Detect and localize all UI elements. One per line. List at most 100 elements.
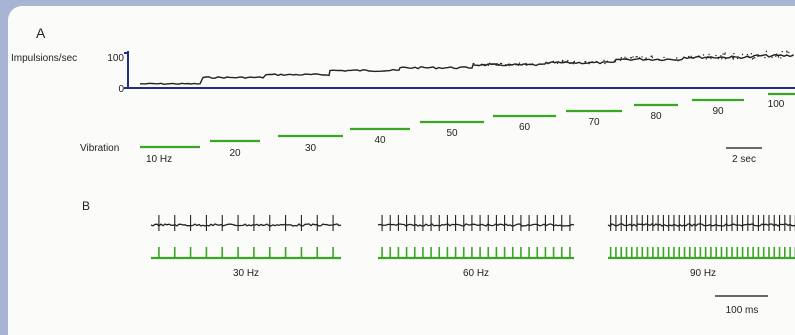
rate-dot (531, 63, 534, 65)
rate-dot (505, 64, 507, 66)
rate-dot (613, 60, 616, 62)
rate-dot (635, 56, 637, 58)
rate-dot (643, 59, 646, 61)
rate-dot (688, 55, 690, 58)
rate-dot (525, 64, 528, 66)
rate-dot (748, 55, 750, 57)
y-axis-label: Impulsions/sec (11, 53, 77, 64)
stim-label-5: 50 (446, 128, 458, 139)
rate-dot (764, 56, 766, 59)
rate-dot (775, 55, 777, 57)
rate-dot (641, 56, 643, 58)
rate-dot (651, 56, 654, 59)
time-scale-label: 2 sec (732, 154, 756, 165)
rate-dot (606, 60, 608, 62)
rate-dot (484, 63, 486, 66)
rate-dot (765, 50, 768, 53)
rate-dot (777, 56, 780, 58)
rate-dot (595, 60, 598, 63)
rate-dot (778, 54, 780, 57)
rate-dot (629, 57, 632, 59)
rate-dot (545, 61, 547, 63)
rate-dot (488, 62, 491, 64)
spike-recordings: 30 Hz 60 Hz 90 Hz (150, 215, 795, 279)
rate-dot (588, 63, 590, 65)
y-tick-0: 0 (118, 84, 124, 95)
rate-dot (619, 59, 622, 61)
rate-dot (789, 55, 792, 57)
rate-dot (645, 58, 647, 60)
panel-b-label: B (82, 199, 90, 213)
rate-dot (722, 53, 724, 55)
firing-rate-trace (140, 50, 794, 86)
rate-dot (510, 64, 512, 66)
rate-dot (477, 64, 479, 66)
rate-dot (692, 57, 695, 59)
rate-dot (525, 62, 527, 65)
rate-dot (753, 57, 756, 59)
rate-dot (705, 58, 708, 60)
rate-dot (570, 62, 572, 64)
rate-dot (620, 57, 622, 59)
rate-dot (717, 57, 720, 60)
stim-label-6: 60 (519, 122, 531, 133)
recording-label: 30 Hz (233, 268, 259, 279)
recording-2: 60 Hz (377, 215, 575, 279)
rate-dot (495, 63, 497, 66)
stim-label-8: 80 (650, 111, 662, 122)
rate-dot (792, 54, 794, 56)
rate-dot (741, 53, 744, 56)
rate-dot (499, 62, 502, 65)
rate-dot (591, 61, 593, 63)
rate-dot (757, 55, 759, 58)
rate-dot (720, 55, 722, 57)
rate-dot (539, 63, 541, 65)
rate-dot (715, 54, 717, 57)
rate-dot (786, 54, 788, 56)
stim-label-3: 30 (305, 143, 317, 154)
rate-dot (498, 64, 500, 66)
figure-frame: A Impulsions/sec 100 0 Vibration 10 Hz 20… (8, 6, 795, 335)
recording-trace (377, 223, 575, 227)
rate-dot (507, 63, 510, 66)
rate-dot (548, 61, 551, 64)
rate-dot (710, 57, 712, 60)
rate-dot (780, 57, 782, 59)
rate-dot (757, 54, 759, 56)
stim-label-10: 100 (768, 99, 785, 110)
rate-dot (624, 56, 626, 58)
rate-dot (480, 64, 483, 66)
rate-dot (709, 56, 711, 58)
rate-dot (543, 63, 546, 65)
recording-3: 90 Hz (607, 215, 795, 279)
rate-dot (724, 52, 726, 54)
rate-dot (677, 60, 679, 62)
rate-axis (124, 51, 795, 89)
rate-dot (736, 57, 739, 60)
rate-dot (562, 61, 564, 63)
rate-dot (518, 62, 521, 64)
stimulus-label: Vibration (80, 143, 119, 154)
recording-label: 90 Hz (690, 268, 716, 279)
rate-dot (751, 58, 754, 60)
y-tick-100: 100 (107, 53, 124, 64)
rate-dot (485, 64, 487, 66)
rate-dot (707, 56, 710, 58)
rate-dot (788, 51, 790, 54)
rate-dot (753, 55, 755, 57)
rate-dot (650, 55, 652, 58)
rate-dot (708, 53, 710, 56)
rate-dot (786, 51, 788, 53)
rate-dot (588, 61, 590, 63)
stim-label-1: 10 Hz (146, 154, 172, 165)
rate-dot (603, 59, 605, 61)
stim-label-7: 70 (588, 117, 600, 128)
rate-dot (564, 61, 566, 63)
rate-dot (771, 56, 773, 59)
rate-dot (750, 53, 752, 55)
rate-dot (731, 57, 734, 59)
rate-dot (552, 60, 554, 63)
rate-dot (663, 56, 665, 59)
rate-dot (676, 57, 678, 59)
rate-dot (636, 56, 638, 58)
